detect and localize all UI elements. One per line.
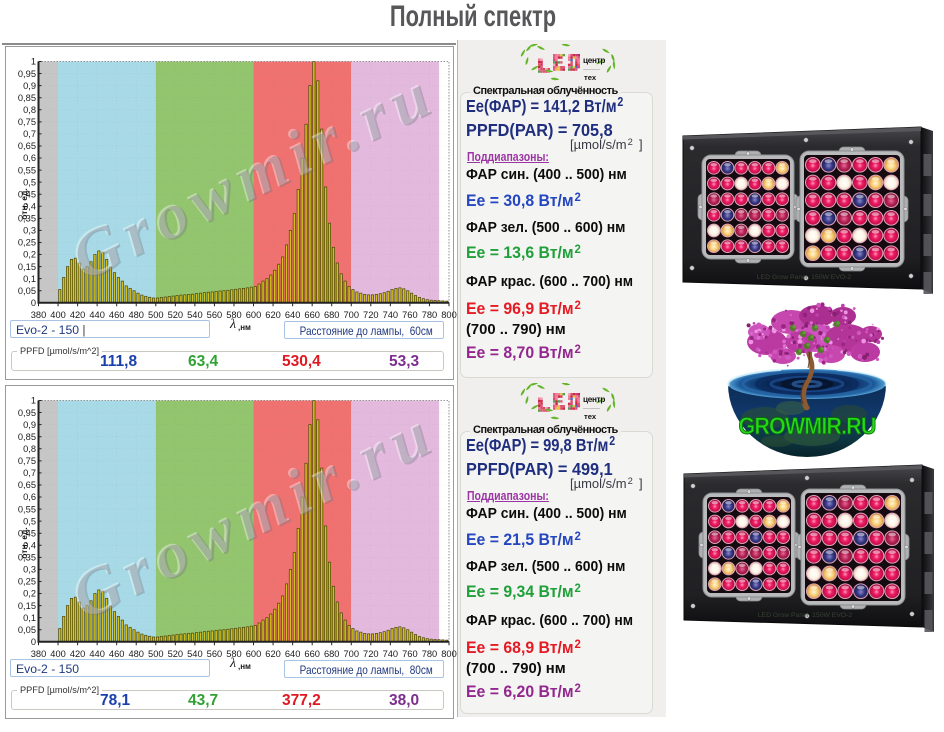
svg-text:660: 660	[304, 649, 320, 659]
svg-text:0,1: 0,1	[23, 613, 36, 623]
svg-text:760: 760	[402, 649, 418, 659]
svg-text:0,8: 0,8	[23, 444, 36, 454]
svg-text:GROWMIR.RU: GROWMIR.RU	[739, 413, 876, 440]
svg-text:540: 540	[187, 649, 203, 659]
svg-text:680: 680	[324, 649, 340, 659]
svg-text:440: 440	[89, 310, 105, 320]
svg-text:0,5: 0,5	[23, 177, 36, 187]
svg-text:0,25: 0,25	[18, 238, 36, 248]
svg-text:620: 620	[265, 649, 281, 659]
svg-text:0,2: 0,2	[23, 589, 36, 599]
svg-text:0,45: 0,45	[18, 189, 36, 199]
svg-text:λ: λ	[229, 656, 236, 671]
svg-text:0,3: 0,3	[23, 565, 36, 575]
svg-text:0,6: 0,6	[23, 492, 36, 502]
svg-text:центр: центр	[583, 395, 605, 404]
svg-text:620: 620	[265, 310, 281, 320]
svg-text:0,75: 0,75	[18, 456, 36, 466]
svg-text:отн. ед.: отн. ед.	[19, 188, 29, 220]
svg-text:520: 520	[168, 310, 184, 320]
svg-text:780: 780	[422, 310, 438, 320]
svg-text:460: 460	[109, 649, 125, 659]
svg-text:,нм: ,нм	[238, 662, 251, 671]
svg-text:0,7: 0,7	[23, 468, 36, 478]
svg-text:420: 420	[70, 649, 86, 659]
svg-text:680: 680	[324, 310, 340, 320]
svg-text:0,35: 0,35	[18, 553, 36, 563]
svg-text:0,15: 0,15	[18, 262, 36, 272]
svg-text:580: 580	[226, 649, 242, 659]
svg-text:0: 0	[31, 637, 36, 647]
svg-text:400: 400	[50, 649, 66, 659]
svg-text:отн. ед.: отн. ед.	[19, 527, 29, 559]
svg-text:500: 500	[148, 310, 164, 320]
svg-text:800: 800	[441, 310, 457, 320]
svg-text:0,25: 0,25	[18, 577, 36, 587]
svg-text:центр: центр	[583, 56, 605, 65]
svg-text:0,95: 0,95	[18, 408, 36, 418]
svg-text:LED Grow Panel, 150W EVO-2: LED Grow Panel, 150W EVO-2	[757, 274, 852, 281]
svg-text:380: 380	[31, 310, 47, 320]
svg-text:0,7: 0,7	[23, 129, 36, 139]
svg-text:0,05: 0,05	[18, 625, 36, 635]
svg-text:0,1: 0,1	[23, 274, 36, 284]
svg-text:420: 420	[70, 310, 86, 320]
svg-text:0,45: 0,45	[18, 528, 36, 538]
svg-text:0: 0	[31, 298, 36, 308]
svg-text:0,35: 0,35	[18, 214, 36, 224]
svg-text:740: 740	[383, 310, 399, 320]
svg-text:640: 640	[285, 649, 301, 659]
svg-text:0,65: 0,65	[18, 141, 36, 151]
svg-text:660: 660	[304, 310, 320, 320]
svg-text:0,85: 0,85	[18, 93, 36, 103]
svg-text:600: 600	[246, 649, 262, 659]
svg-text:700: 700	[344, 310, 360, 320]
svg-text:380: 380	[31, 649, 47, 659]
svg-text:0,55: 0,55	[18, 504, 36, 514]
svg-text:480: 480	[128, 310, 144, 320]
svg-text:700: 700	[344, 649, 360, 659]
svg-text:0,4: 0,4	[23, 201, 36, 211]
svg-text:0,15: 0,15	[18, 601, 36, 611]
svg-text:0,9: 0,9	[23, 420, 36, 430]
svg-text:400: 400	[50, 310, 66, 320]
svg-text:тех: тех	[584, 412, 597, 421]
svg-text:1: 1	[31, 396, 36, 406]
svg-text:580: 580	[226, 310, 242, 320]
svg-text:780: 780	[422, 649, 438, 659]
svg-text:0,2: 0,2	[23, 250, 36, 260]
svg-text:740: 740	[383, 649, 399, 659]
svg-text:460: 460	[109, 310, 125, 320]
svg-text:760: 760	[402, 310, 418, 320]
svg-text:640: 640	[285, 310, 301, 320]
svg-text:0,85: 0,85	[18, 432, 36, 442]
svg-text:500: 500	[148, 649, 164, 659]
svg-text:0,75: 0,75	[18, 117, 36, 127]
svg-text:520: 520	[168, 649, 184, 659]
svg-text:тех: тех	[584, 73, 597, 82]
svg-text:0,6: 0,6	[23, 153, 36, 163]
svg-text:0,05: 0,05	[18, 286, 36, 296]
svg-text:440: 440	[89, 649, 105, 659]
svg-text:0,9: 0,9	[23, 81, 36, 91]
svg-text:0,3: 0,3	[23, 226, 36, 236]
svg-text:0,65: 0,65	[18, 480, 36, 490]
svg-text:600: 600	[246, 310, 262, 320]
svg-text:800: 800	[441, 649, 457, 659]
svg-text:540: 540	[187, 310, 203, 320]
svg-text:560: 560	[207, 310, 223, 320]
svg-text:0,4: 0,4	[23, 540, 36, 550]
svg-text:0,95: 0,95	[18, 69, 36, 79]
svg-text:480: 480	[128, 649, 144, 659]
svg-text:0,8: 0,8	[23, 105, 36, 115]
svg-text:,нм: ,нм	[238, 323, 251, 332]
svg-text:720: 720	[363, 649, 379, 659]
svg-text:0,55: 0,55	[18, 165, 36, 175]
svg-text:1: 1	[31, 57, 36, 67]
svg-text:720: 720	[363, 310, 379, 320]
svg-text:0,5: 0,5	[23, 516, 36, 526]
svg-text:LED Grow Panel, 150W EVO-2: LED Grow Panel, 150W EVO-2	[758, 612, 853, 619]
svg-text:560: 560	[207, 649, 223, 659]
svg-text:λ: λ	[229, 317, 236, 332]
